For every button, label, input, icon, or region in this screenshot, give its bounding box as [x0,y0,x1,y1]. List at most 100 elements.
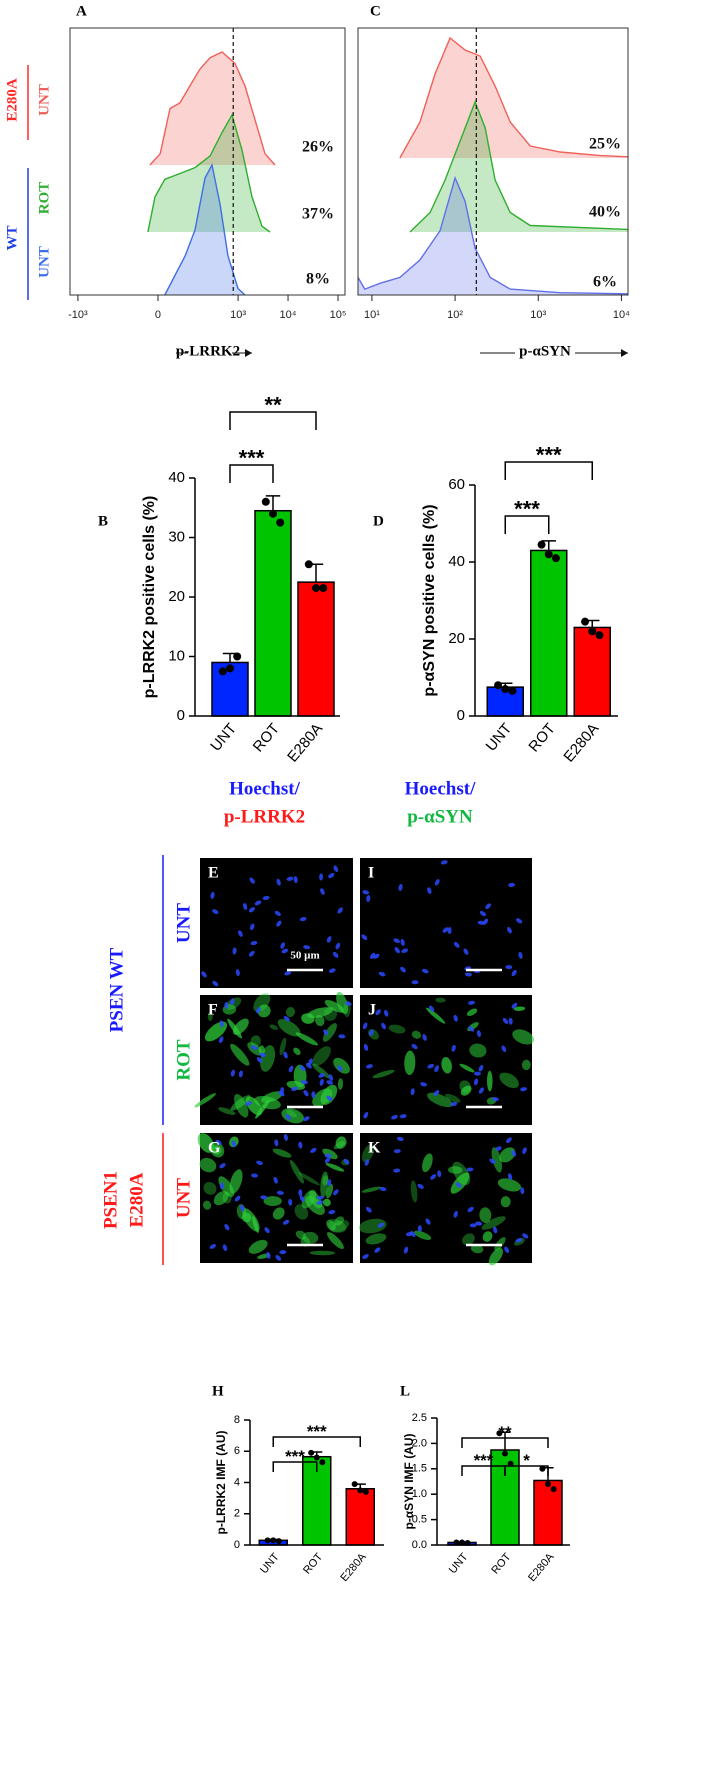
nucleus [299,1195,305,1202]
nucleus [219,1163,226,1169]
micrograph-background [360,858,532,988]
panel-letter: E [208,865,219,882]
data-point [501,685,510,694]
cell-stain [482,1231,493,1242]
nucleus [333,865,339,872]
axis-arrowhead [245,349,252,357]
nucleus [215,1139,222,1145]
x-tick-label: UNT [483,720,516,755]
cell-stain [194,1093,216,1108]
nucleus [234,1195,241,1202]
nucleus [400,939,405,946]
cell-stain [325,1183,334,1199]
cell-stain [445,1093,461,1103]
percent-label: 25% [589,136,621,153]
group-label: E280A [4,78,20,122]
nucleus [504,1246,510,1253]
cell-stain [427,1092,453,1108]
cell-stain [326,1219,336,1232]
nucleus [365,1206,372,1213]
density-line [399,36,629,159]
data-point [507,1460,514,1467]
cell-stain [435,997,446,1003]
nucleus [212,909,219,915]
nucleus [338,1034,346,1039]
nucleus [464,972,472,977]
nucleus [201,971,207,978]
data-point [313,1454,320,1461]
nucleus [230,998,235,1006]
nucleus [475,1221,483,1226]
x-tick-label: 0 [155,309,161,321]
nucleus [515,918,523,924]
cell-stain [337,1078,344,1090]
nucleus [401,948,409,954]
row-label: UNT [173,903,194,943]
nucleus [259,1052,266,1058]
cell-stain [425,1007,446,1024]
data-point [496,1430,503,1437]
x-tick-label: ROT [525,720,558,755]
nucleus [362,1254,369,1259]
nucleus [518,951,523,959]
x-tick-label: 10⁴ [613,309,630,321]
cell-stain [333,1057,350,1074]
cell-stain [325,1163,345,1172]
nucleus [303,1116,310,1122]
x-tick-label: UNT [207,720,240,755]
cell-stain [441,1056,452,1074]
cell-stain [372,1069,395,1079]
cell-stain [213,1191,229,1206]
nucleus [324,1157,331,1164]
nucleus [238,1070,243,1078]
cell-stain [404,1050,416,1076]
percent-label: 37% [302,206,334,223]
nucleus [278,1091,285,1097]
nucleus [522,1147,527,1155]
cell-stain [358,1218,387,1234]
cell-stain [469,1043,487,1058]
nucleus [305,1062,312,1069]
x-tick-label: UNT [447,1551,471,1576]
nucleus [264,1227,270,1234]
nucleus [328,873,335,879]
nucleus [235,969,240,977]
panel-letter: F [208,1002,218,1019]
nucleus [319,873,324,881]
nucleus [428,1005,435,1012]
row-label: ROT [36,182,52,215]
cell-stain [307,1007,333,1018]
nucleus [224,1001,229,1009]
percent-label: 6% [593,274,617,291]
nucleus [251,1173,259,1178]
cell-stain [335,1136,347,1149]
nucleus [210,891,215,899]
cell-stain [362,1144,375,1163]
nucleus [249,877,255,884]
x-axis-label: p-LRRK2 [176,343,240,359]
x-tick-label: -10³ [68,309,88,321]
cell-stain [311,1063,331,1079]
nucleus [425,1218,431,1225]
nucleus [520,1187,525,1195]
nucleus [275,1255,282,1261]
x-axis-label: p-αSYN [519,343,571,359]
nucleus [506,1137,512,1144]
nucleus [248,907,255,913]
y-tick-label: 2 [234,1508,240,1520]
nucleus [273,1176,278,1184]
nucleus [411,1044,418,1050]
data-point [539,1465,546,1472]
nucleus [381,1022,386,1030]
nucleus [374,1247,381,1253]
nucleus [410,1088,415,1096]
nucleus [222,1244,228,1252]
x-tick-label: UNT [258,1551,282,1576]
nucleus [451,1044,456,1052]
cell-stain [452,1161,471,1186]
nucleus [337,907,343,914]
nucleus [450,1101,458,1107]
nucleus [373,953,380,959]
nucleus [491,1097,499,1102]
